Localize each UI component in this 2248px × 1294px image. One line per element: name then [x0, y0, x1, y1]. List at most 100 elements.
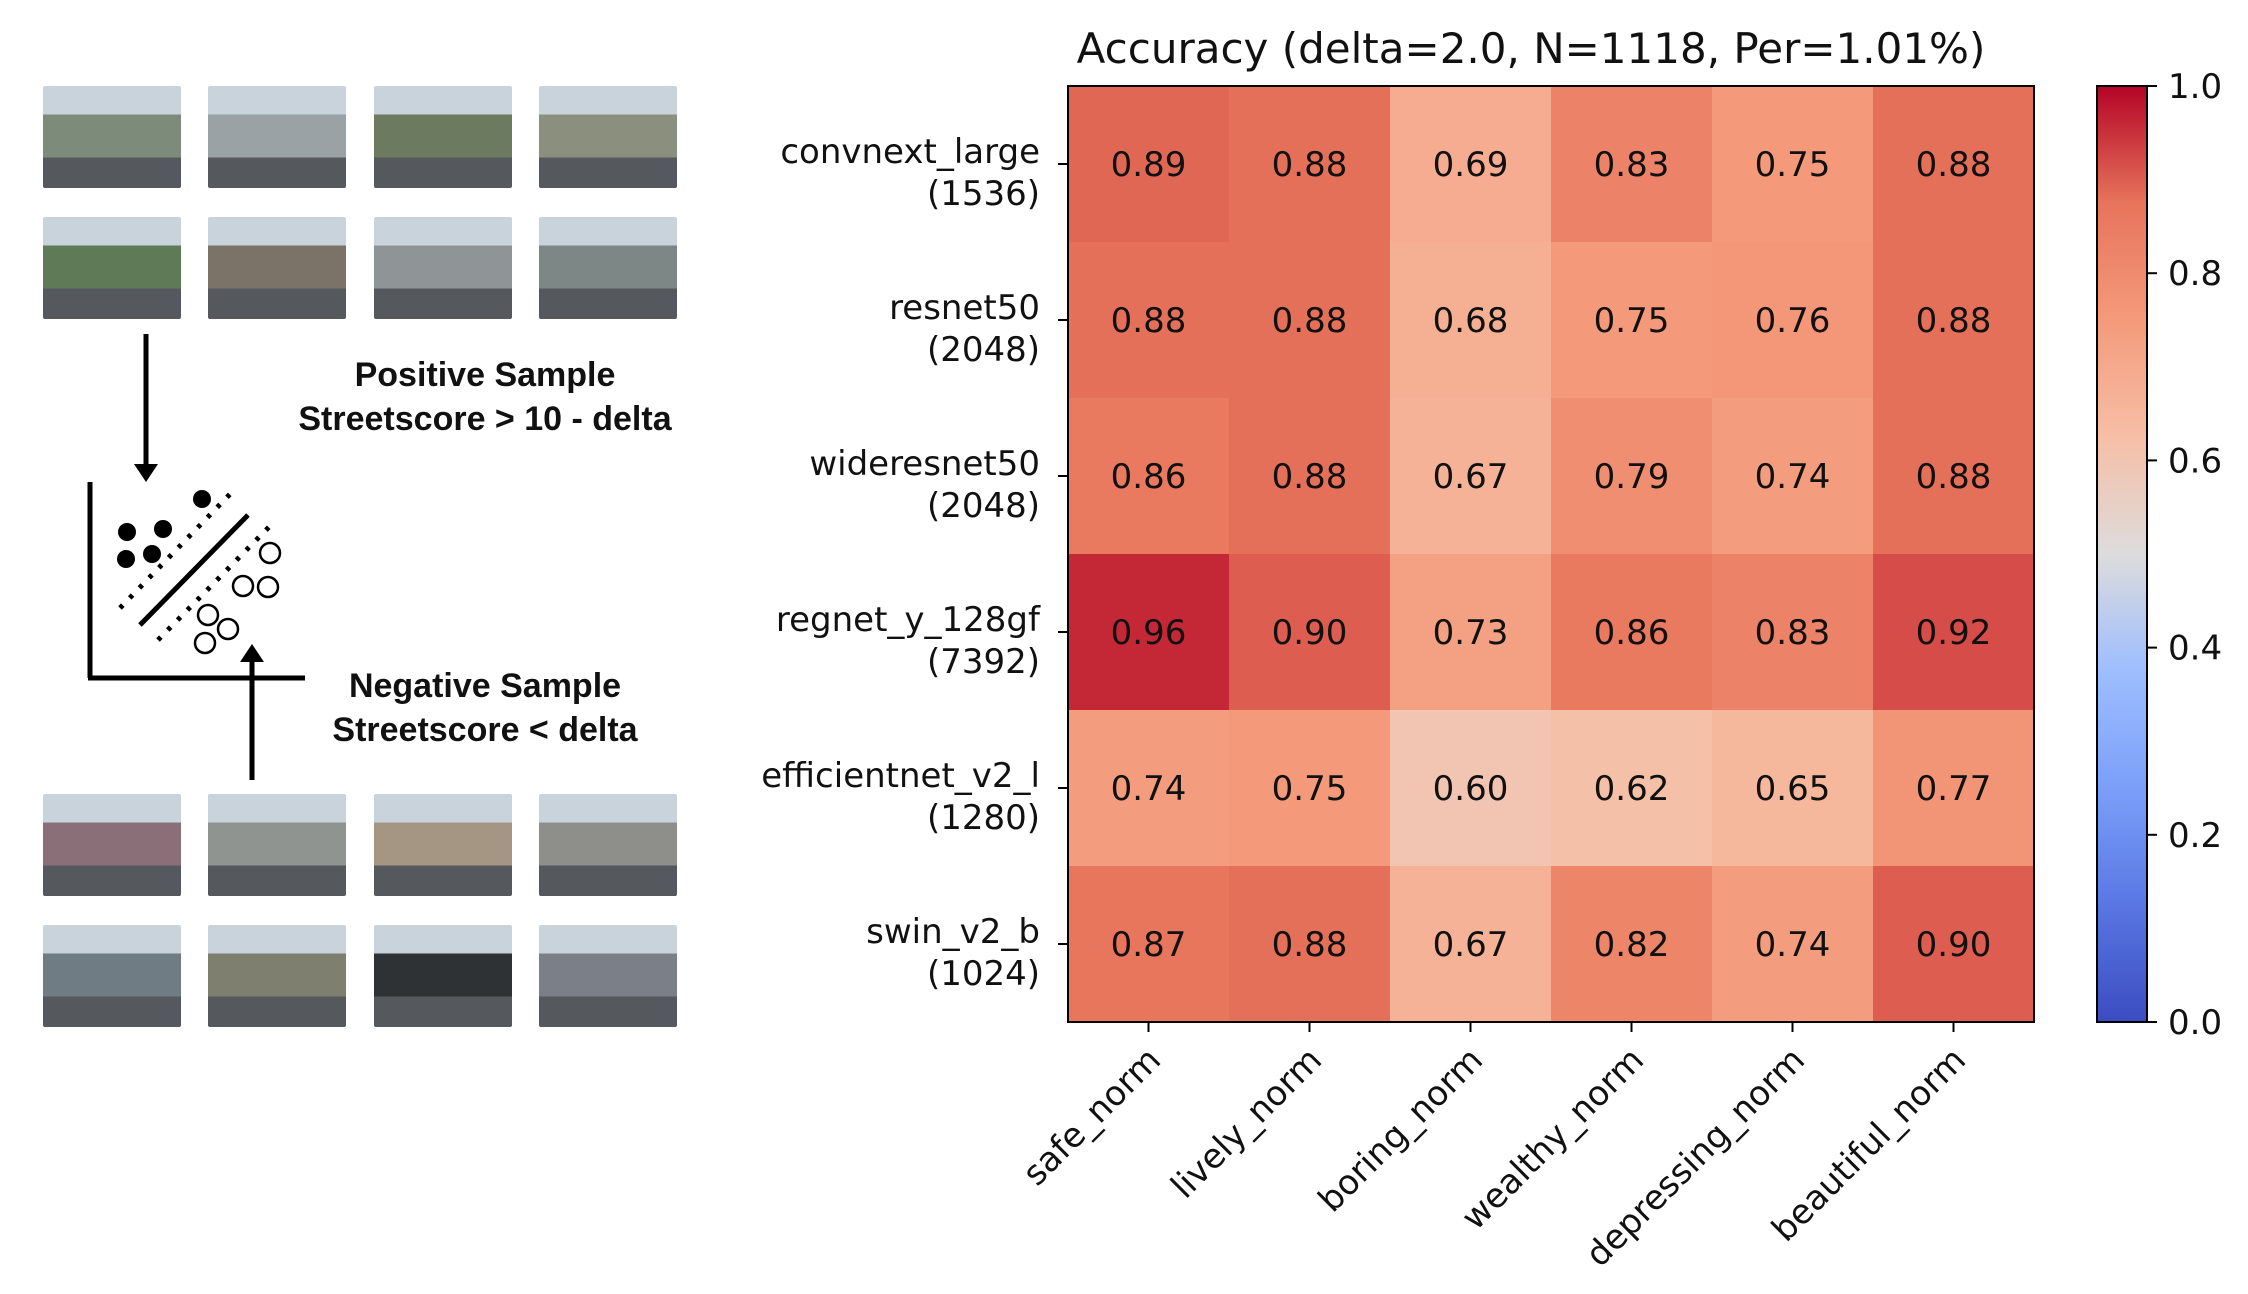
colorbar-tick-label: 0.8 — [2168, 254, 2222, 294]
heatmap-cell — [1068, 398, 1230, 555]
cell-value-label: 0.75 — [1755, 145, 1831, 185]
positive-street-thumbnail — [43, 217, 181, 319]
plot-frame — [1067, 85, 2035, 1023]
cell-value-label: 0.88 — [1111, 301, 1187, 341]
heatmap-cell — [1551, 554, 1713, 711]
heatmap-cell — [1551, 710, 1713, 867]
heatmap-cell — [1068, 866, 1230, 1023]
y-tick-label-model: resnet50 — [889, 288, 1040, 328]
y-tick-label-dim: (1024) — [927, 954, 1040, 994]
colorbar-tick-label: 0.4 — [2168, 629, 2222, 669]
heatmap-cell — [1712, 554, 1874, 711]
cell-value-label: 0.62 — [1594, 769, 1670, 809]
negative-point — [193, 631, 217, 655]
cell-value-label: 0.88 — [1916, 457, 1992, 497]
x-tick-label: boring_norm — [1311, 1040, 1491, 1220]
positive-point — [117, 550, 135, 568]
positive-sample-rule: Streetscore > 10 - delta — [298, 400, 672, 438]
x-tick-label: safe_norm — [1015, 1040, 1169, 1194]
negative-street-thumbnail — [43, 925, 181, 1027]
positive-street-thumbnail — [43, 86, 181, 188]
arrow-up-head — [240, 644, 264, 662]
cell-value-label: 0.74 — [1755, 925, 1831, 965]
heatmap-cell — [1873, 398, 2035, 555]
heatmap-cell — [1390, 866, 1552, 1023]
chart-title: Accuracy (delta=2.0, N=1118, Per=1.01%) — [1077, 24, 1986, 73]
colorbar-ticks: 0.0 0.2 0.4 0.6 0.8 1.0 — [2147, 67, 2222, 1043]
cell-value-label: 0.73 — [1433, 613, 1509, 653]
heatmap-cell — [1229, 710, 1391, 867]
y-tick-label-dim: (2048) — [927, 330, 1040, 370]
y-tick-label-dim: (7392) — [927, 642, 1040, 682]
heatmap-cell — [1390, 398, 1552, 555]
heatmap-cell — [1390, 86, 1552, 243]
colorbar: 0.0 0.2 0.4 0.6 0.8 1.0 — [2096, 67, 2222, 1043]
negative-street-thumbnail — [208, 794, 346, 896]
heatmap-cell — [1551, 242, 1713, 399]
heatmap-cell — [1068, 554, 1230, 711]
positive-street-thumbnail — [208, 86, 346, 188]
heatmap-cell — [1551, 398, 1713, 555]
x-tick-label: lively_norm — [1163, 1040, 1329, 1206]
negative-sample-title: Negative Sample — [348, 667, 622, 705]
cell-value-label: 0.88 — [1916, 301, 1992, 341]
heatmap-cell — [1712, 710, 1874, 867]
positive-street-thumbnail — [374, 86, 512, 188]
heatmap-cell — [1712, 398, 1874, 555]
negative-street-thumbnail — [539, 794, 677, 896]
y-tick-label-dim: (1280) — [927, 798, 1040, 838]
positive-point — [143, 545, 161, 563]
sample-panel: Positive Sample Streetscore > 10 - delta… — [0, 0, 700, 1294]
heatmap-cell — [1068, 242, 1230, 399]
cell-value-label: 0.88 — [1272, 925, 1348, 965]
positive-point — [118, 523, 136, 541]
arrow-down-head — [134, 464, 158, 482]
positive-point — [193, 490, 211, 508]
cell-value-label: 0.83 — [1594, 145, 1670, 185]
heatmap-cell — [1873, 242, 2035, 399]
negative-street-thumbnail — [43, 794, 181, 896]
positive-street-thumbnail — [539, 217, 677, 319]
heatmap-cell — [1229, 866, 1391, 1023]
cell-value-label: 0.89 — [1111, 145, 1187, 185]
cell-value-label: 0.69 — [1433, 145, 1509, 185]
cell-value-label: 0.67 — [1433, 925, 1509, 965]
heatmap-cell — [1551, 866, 1713, 1023]
cell-value-label: 0.90 — [1272, 613, 1348, 653]
heatmap-cells — [1068, 86, 2035, 1023]
cell-value-label: 0.75 — [1272, 769, 1348, 809]
cell-value-label: 0.83 — [1755, 613, 1831, 653]
heatmap-cell — [1873, 710, 2035, 867]
negative-street-thumbnail — [539, 925, 677, 1027]
y-axis: convnext_large(1536)resnet50(2048)widere… — [761, 132, 1068, 994]
positive-street-thumbnail — [374, 217, 512, 319]
negative-sample-rule: Streetscore < delta — [332, 711, 638, 749]
cell-value-label: 0.88 — [1272, 301, 1348, 341]
heatmap-cell — [1712, 86, 1874, 243]
positive-sample-title: Positive Sample — [354, 356, 616, 394]
y-tick-label-model: efficientnet_v2_l — [761, 756, 1040, 796]
cell-value-label: 0.96 — [1111, 613, 1187, 653]
negative-street-thumbnail — [374, 794, 512, 896]
colorbar-gradient — [2096, 85, 2148, 1023]
positive-point — [154, 520, 172, 538]
heatmap-cell — [1873, 554, 2035, 711]
cell-value-label: 0.86 — [1594, 613, 1670, 653]
heatmap-cell — [1068, 710, 1230, 867]
cell-value-label: 0.88 — [1272, 145, 1348, 185]
heatmap-cell — [1068, 86, 1230, 243]
cell-value-label: 0.74 — [1111, 769, 1187, 809]
cell-value-label: 0.67 — [1433, 457, 1509, 497]
cell-value-label: 0.65 — [1755, 769, 1831, 809]
cell-value-label: 0.88 — [1272, 457, 1348, 497]
cell-value-label: 0.77 — [1916, 769, 1992, 809]
negative-point — [196, 603, 220, 627]
negative-point — [256, 575, 280, 599]
negative-street-thumbnail — [208, 925, 346, 1027]
negative-point — [216, 617, 240, 641]
heatmap-cell — [1712, 866, 1874, 1023]
x-axis: safe_normlively_normboring_normwealthy_n… — [1015, 1022, 1974, 1275]
cell-value-label: 0.68 — [1433, 301, 1509, 341]
cell-value-label: 0.74 — [1755, 457, 1831, 497]
